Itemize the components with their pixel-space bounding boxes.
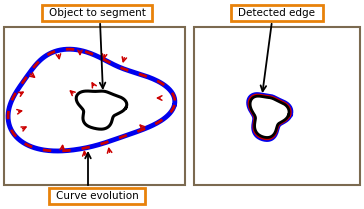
FancyBboxPatch shape: [231, 5, 323, 21]
Text: Detected edge: Detected edge: [238, 8, 316, 18]
Text: Curve evolution: Curve evolution: [56, 191, 138, 201]
Text: Object to segment: Object to segment: [48, 8, 146, 18]
FancyBboxPatch shape: [49, 188, 145, 204]
Bar: [4, 27, 185, 185]
FancyBboxPatch shape: [42, 5, 152, 21]
Bar: [194, 27, 360, 185]
